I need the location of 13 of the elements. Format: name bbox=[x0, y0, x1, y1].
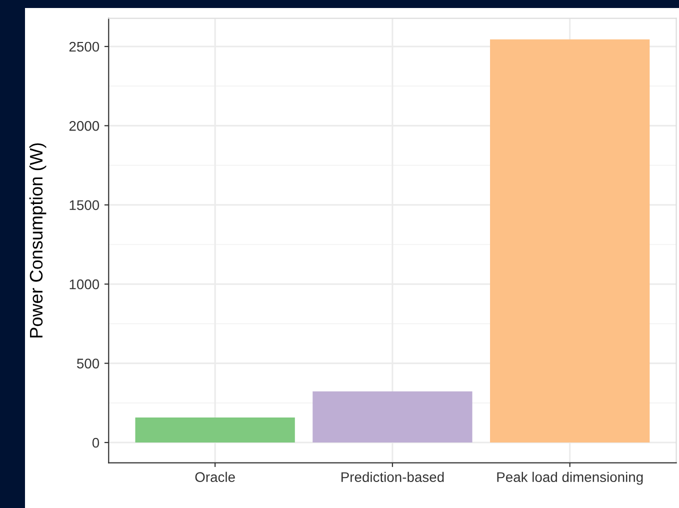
x-tick-label: Peak load dimensioning bbox=[497, 472, 643, 485]
y-tick-label: 0 bbox=[92, 438, 100, 448]
y-axis-title: Power Consumption (W) bbox=[29, 143, 46, 338]
y-tick-label: 2500 bbox=[69, 42, 100, 52]
y-tick-label: 500 bbox=[76, 358, 100, 368]
bar bbox=[312, 391, 472, 443]
y-tick-label: 1000 bbox=[70, 279, 100, 290]
bar bbox=[490, 39, 650, 443]
y-tick-label: 2000 bbox=[69, 121, 100, 131]
x-tick-label: Oracle bbox=[195, 472, 235, 482]
bar bbox=[135, 417, 295, 443]
y-tick-label: 1500 bbox=[70, 200, 100, 210]
x-tick-label: Prediction-based bbox=[341, 472, 444, 482]
